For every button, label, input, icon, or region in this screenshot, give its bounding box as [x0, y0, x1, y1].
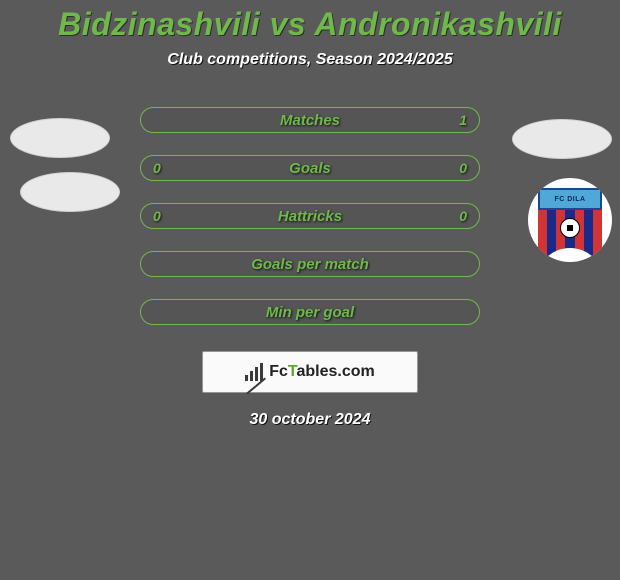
subtitle: Club competitions, Season 2024/2025	[0, 51, 620, 69]
stat-row-goals: 0 Goals 0	[140, 155, 480, 181]
stat-label: Matches	[280, 112, 340, 129]
wordmark-text: FcTables.com	[269, 363, 375, 381]
stat-row-matches: Matches 1	[140, 107, 480, 133]
badge-text: FC DILA	[554, 196, 585, 203]
comparison-card: Bidzinashvili vs Andronikashvili Club co…	[0, 0, 620, 429]
player-left-avatar	[10, 118, 110, 158]
wordmark-post: ables.com	[297, 363, 375, 380]
bars-icon	[245, 363, 263, 381]
club-left-avatar	[20, 172, 120, 212]
badge-header: FC DILA	[538, 188, 602, 210]
stat-left-value: 0	[153, 160, 161, 176]
stat-row-goals-per-match: Goals per match	[140, 251, 480, 277]
wordmark: FcTables.com	[202, 351, 418, 393]
stat-right-value: 0	[459, 160, 467, 176]
wordmark-highlight: T	[288, 363, 297, 380]
soccer-ball-icon	[560, 218, 580, 238]
stat-label: Min per goal	[266, 304, 354, 321]
club-right-badge: FC DILA	[528, 178, 612, 262]
stat-label: Goals	[289, 160, 331, 177]
stat-right-value: 1	[459, 112, 467, 128]
player-right-avatar	[512, 119, 612, 159]
stat-row-min-per-goal: Min per goal	[140, 299, 480, 325]
date: 30 october 2024	[0, 411, 620, 429]
title: Bidzinashvili vs Andronikashvili	[0, 6, 620, 43]
stat-label: Goals per match	[251, 256, 369, 273]
stat-right-value: 0	[459, 208, 467, 224]
stat-label: Hattricks	[278, 208, 342, 225]
wordmark-pre: Fc	[269, 363, 288, 380]
stat-left-value: 0	[153, 208, 161, 224]
stat-row-hattricks: 0 Hattricks 0	[140, 203, 480, 229]
